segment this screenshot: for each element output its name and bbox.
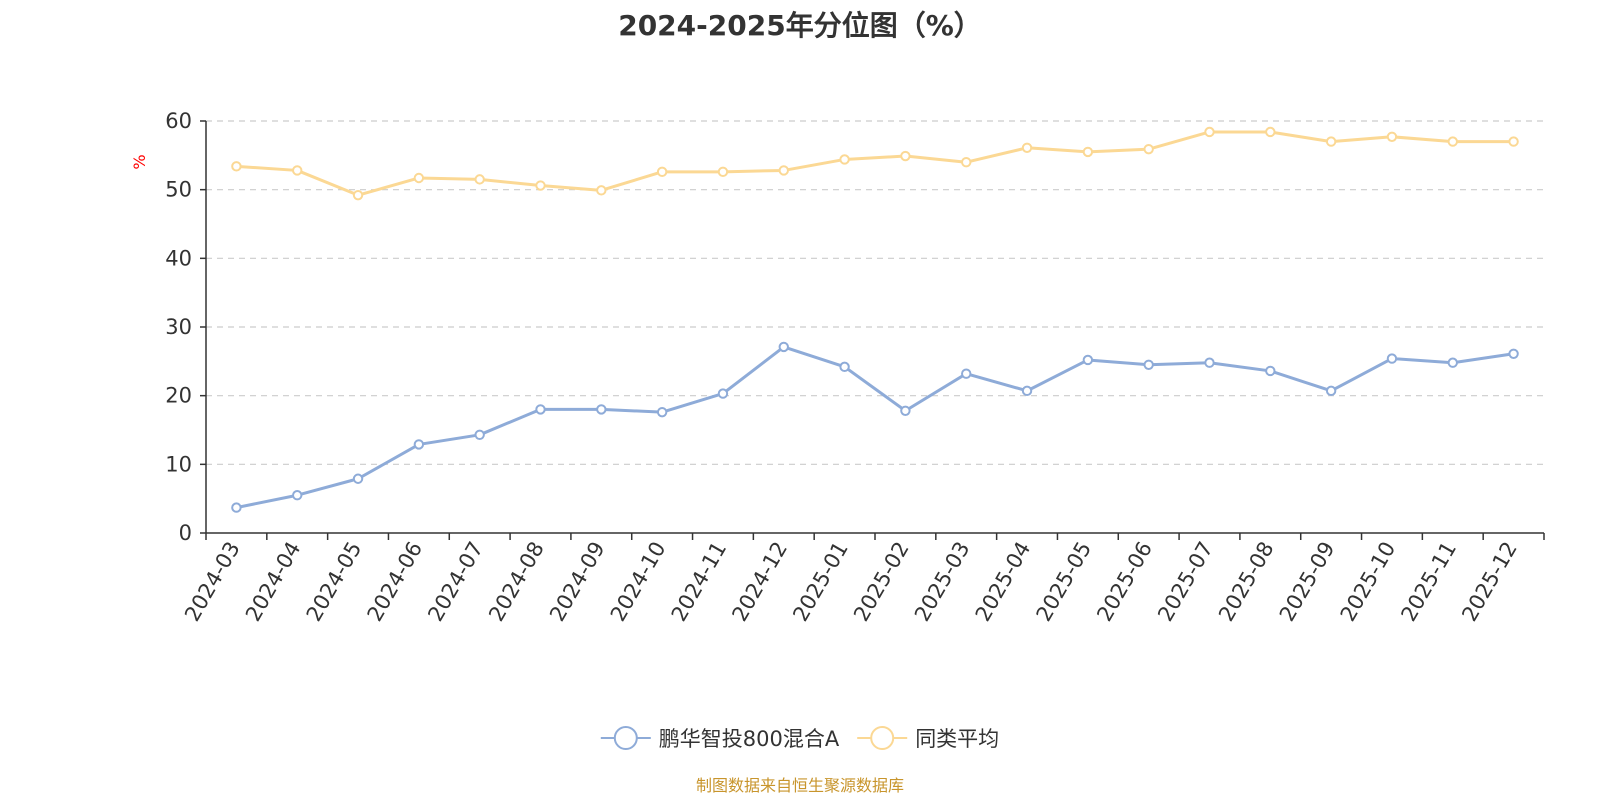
data-point bbox=[1143, 359, 1154, 370]
x-tick-label: 2024-05 bbox=[302, 538, 367, 626]
x-tick-label: 2025-02 bbox=[849, 538, 914, 626]
data-point bbox=[474, 174, 485, 185]
x-tick-label: 2025-12 bbox=[1457, 538, 1522, 626]
data-point bbox=[1386, 131, 1398, 142]
legend-label: 同类平均 bbox=[915, 727, 999, 751]
data-point bbox=[1021, 385, 1033, 397]
data-point bbox=[1082, 146, 1094, 158]
y-tick-label: 40 bbox=[165, 246, 192, 270]
data-point bbox=[1447, 357, 1458, 368]
x-tick-label: 2025-04 bbox=[971, 538, 1036, 626]
data-point bbox=[778, 165, 789, 176]
axes: 01020304050602024-032024-042024-052024-0… bbox=[165, 109, 1545, 626]
x-tick-label: 2025-09 bbox=[1275, 538, 1340, 626]
data-point bbox=[900, 405, 911, 416]
data-point bbox=[474, 429, 485, 441]
x-tick-label: 2024-09 bbox=[545, 538, 610, 626]
data-point bbox=[961, 368, 972, 379]
data-point bbox=[1082, 354, 1094, 366]
x-tick-label: 2025-06 bbox=[1092, 538, 1157, 626]
series-line bbox=[236, 345, 1514, 510]
x-tick-label: 2024-07 bbox=[423, 538, 488, 626]
x-tick-label: 2024-06 bbox=[363, 538, 428, 626]
data-point bbox=[413, 172, 425, 184]
data-point bbox=[352, 189, 364, 201]
legend-marker bbox=[870, 726, 895, 750]
data-point bbox=[900, 150, 911, 162]
legend-marker bbox=[613, 726, 638, 750]
data-point bbox=[535, 404, 546, 415]
data-point bbox=[1143, 143, 1154, 155]
x-tick-label: 2025-05 bbox=[1032, 538, 1097, 626]
legend-label: 鹏华智投800混合A bbox=[659, 727, 840, 751]
x-tick-label: 2024-12 bbox=[727, 538, 792, 626]
legend-item-1[interactable]: 鹏华智投800混合A bbox=[600, 726, 840, 751]
data-source-note: 制图数据来自恒生聚源数据库 bbox=[695, 776, 904, 795]
data-point bbox=[1021, 142, 1033, 153]
x-tick-label: 2024-04 bbox=[241, 538, 306, 626]
data-point bbox=[231, 502, 242, 513]
y-tick-label: 50 bbox=[165, 178, 192, 202]
series-1 bbox=[231, 341, 1519, 513]
x-tick-label: 2024-03 bbox=[180, 538, 245, 626]
data-point bbox=[231, 161, 242, 172]
data-point bbox=[596, 185, 607, 196]
data-point bbox=[352, 473, 364, 484]
data-point bbox=[413, 439, 425, 450]
data-point bbox=[1204, 126, 1215, 138]
data-point bbox=[1386, 353, 1398, 364]
x-tick-label: 2024-10 bbox=[606, 538, 671, 626]
y-tick-label: 20 bbox=[165, 384, 192, 408]
data-point bbox=[292, 165, 303, 176]
legend[interactable]: 鹏华智投800混合A 同类平均 bbox=[600, 726, 999, 751]
x-tick-label: 2025-01 bbox=[788, 538, 853, 626]
y-tick-label: 10 bbox=[165, 452, 192, 476]
x-tick-label: 2024-11 bbox=[667, 538, 732, 626]
x-tick-label: 2025-07 bbox=[1153, 538, 1218, 626]
y-tick-label: 30 bbox=[165, 315, 192, 339]
x-tick-label: 2025-03 bbox=[910, 538, 975, 626]
x-tick-label: 2025-11 bbox=[1396, 538, 1461, 626]
data-point bbox=[1508, 348, 1519, 359]
data-point bbox=[1508, 136, 1519, 147]
series-line bbox=[236, 130, 1514, 197]
data-point bbox=[1204, 357, 1215, 368]
chart-title: 2024-2025年分位图（%） bbox=[618, 9, 982, 42]
data-point bbox=[1265, 365, 1276, 377]
data-point bbox=[292, 490, 303, 501]
data-point bbox=[717, 166, 729, 178]
data-point bbox=[778, 341, 789, 353]
y-tick-label: 0 bbox=[179, 521, 192, 545]
data-point bbox=[1447, 136, 1458, 147]
data-point bbox=[839, 361, 850, 373]
series bbox=[231, 126, 1519, 513]
data-point bbox=[1265, 126, 1276, 138]
legend-item-2[interactable]: 同类平均 bbox=[857, 726, 999, 751]
data-point bbox=[961, 157, 972, 168]
data-point bbox=[839, 154, 850, 165]
y-tick-label: 60 bbox=[165, 109, 192, 133]
data-point bbox=[656, 406, 668, 418]
line-chart: 01020304050602024-032024-042024-052024-0… bbox=[130, 109, 1545, 751]
gridlines bbox=[206, 120, 1544, 465]
y-axis-label: % bbox=[130, 154, 149, 169]
data-point bbox=[1325, 136, 1337, 147]
x-tick-label: 2025-08 bbox=[1214, 538, 1279, 626]
data-point bbox=[656, 166, 668, 178]
data-point bbox=[717, 388, 729, 399]
data-point bbox=[535, 180, 546, 191]
x-tick-label: 2025-10 bbox=[1336, 538, 1401, 626]
data-point bbox=[596, 404, 607, 415]
series-2 bbox=[231, 126, 1519, 201]
data-point bbox=[1325, 385, 1337, 397]
x-tick-label: 2024-08 bbox=[484, 538, 549, 626]
